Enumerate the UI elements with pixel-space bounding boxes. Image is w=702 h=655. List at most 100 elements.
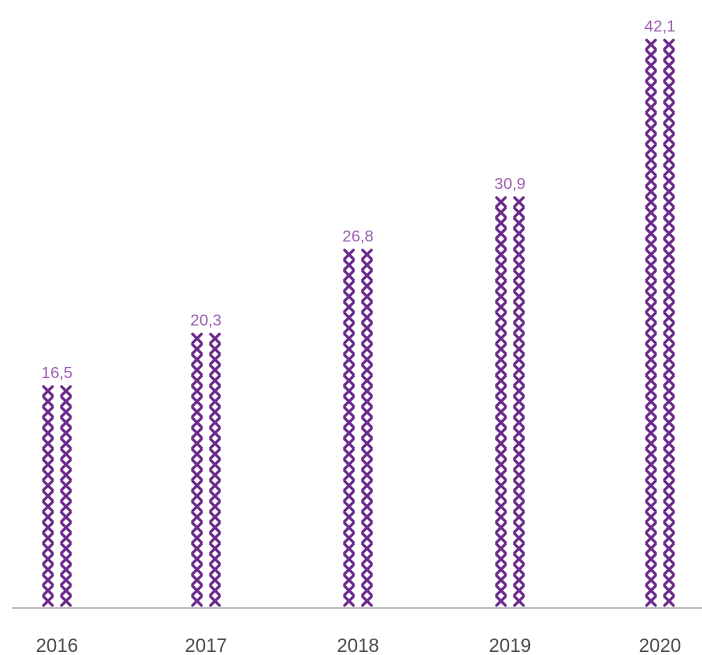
x-cross-icon [495,332,507,345]
x-cross-icon [42,479,54,492]
x-cross-icon [663,364,675,376]
x-cross-icon [343,479,355,492]
x-cross-icon [60,385,72,397]
x-cross-icon [663,143,675,156]
x-cross-icon [361,469,373,481]
x-cross-icon [495,206,507,219]
x-cross-icon [361,311,373,324]
x-cross-icon [361,343,373,355]
x-cross-icon [209,500,221,513]
x-cross-icon [513,542,525,555]
x-cross-icon [343,332,355,345]
x-cross-icon [42,511,54,523]
x-cross-icon [191,490,203,502]
x-cross-icon [645,458,657,471]
x-cross-icon [42,521,54,534]
x-cross-icon [191,406,203,418]
x-cross-icon [663,196,675,208]
x-cross-icon [513,395,525,408]
x-cross-icon [60,458,72,471]
x-cross-icon [645,416,657,429]
x-cross-icon [663,553,675,565]
x-cross-icon [645,427,657,439]
x-cross-icon [60,469,72,481]
x-cross-icon [495,521,507,534]
x-cross-icon [361,542,373,555]
x-tick-label-2018: 2018 [337,636,379,655]
x-cross-icon [513,311,525,324]
x-cross-icon [663,112,675,124]
x-cross-icon [209,364,221,376]
x-cross-icon [645,290,657,303]
x-cross-icon [191,511,203,523]
x-cross-icon [343,416,355,429]
x-cross-icon [42,448,54,460]
x-cross-icon [495,469,507,481]
x-cross-icon [343,437,355,450]
x-cross-icon [191,374,203,387]
x-cross-icon [209,511,221,523]
x-cross-icon [495,542,507,555]
x-cross-icon [663,322,675,334]
x-cross-icon [663,563,675,576]
x-cross-icon [209,448,221,460]
x-cross-icon [663,38,675,51]
x-cross-icon [495,584,507,597]
x-cross-icon [495,479,507,492]
x-cross-icon [645,269,657,282]
x-cross-icon [663,406,675,418]
x-tick-label-2016: 2016 [36,636,78,655]
x-cross-icon [361,364,373,376]
x-cross-icon [663,385,675,397]
x-cross-icon [495,343,507,355]
x-cross-icon [645,112,657,124]
x-cross-icon [191,427,203,439]
x-cross-icon [513,511,525,523]
x-cross-icon [42,574,54,586]
x-cross-icon [343,595,355,607]
bar-2016 [42,385,72,607]
x-cross-icon [495,511,507,523]
x-cross-icon [513,406,525,418]
x-cross-icon [645,133,657,145]
x-cross-icon [343,521,355,534]
x-cross-icon [495,500,507,513]
x-cross-icon [361,427,373,439]
x-cross-icon [42,584,54,597]
x-cross-icon [645,364,657,376]
x-cross-icon [60,500,72,513]
x-cross-icon [361,532,373,544]
x-cross-icon [209,595,221,607]
x-cross-icon [495,364,507,376]
x-cross-icon [343,563,355,576]
x-cross-icon [209,563,221,576]
x-cross-icon [495,374,507,387]
x-cross-icon [663,490,675,502]
x-cross-icon [663,154,675,166]
x-cross-icon [495,563,507,576]
x-cross-icon [513,217,525,229]
x-cross-icon [513,490,525,502]
x-cross-icon [343,406,355,418]
x-cross-icon [495,395,507,408]
x-cross-icon [645,70,657,82]
x-cross-icon [343,364,355,376]
x-cross-icon [191,542,203,555]
x-cross-icon [361,448,373,460]
x-cross-icon [343,259,355,271]
x-cross-icon [495,458,507,471]
x-cross-icon [513,332,525,345]
x-cross-icon [495,490,507,502]
x-cross-icon [209,427,221,439]
x-cross-icon [495,311,507,324]
x-cross-icon [513,595,525,607]
x-cross-icon [343,385,355,397]
x-cross-icon [663,164,675,177]
x-cross-icon [191,595,203,607]
x-cross-icon [209,574,221,586]
x-cross-icon [209,437,221,450]
x-cross-icon [42,500,54,513]
x-cross-icon [361,301,373,313]
x-cross-icon [343,584,355,597]
x-cross-icon [495,385,507,397]
